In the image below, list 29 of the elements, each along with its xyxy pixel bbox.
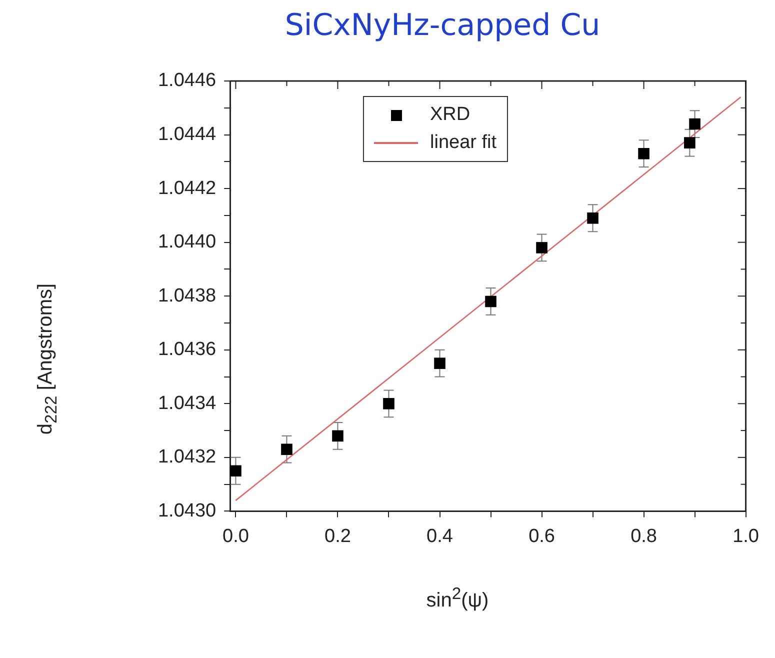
- y-tick-label: 1.0444: [158, 124, 217, 146]
- y-tick-label: 1.0438: [158, 285, 216, 306]
- point: [689, 118, 700, 130]
- y-tick-label: 1.0432: [158, 446, 216, 468]
- x-axis-title: sin$^{2}$(ψ): [425, 584, 490, 613]
- x-tick-label: 1.0: [732, 526, 760, 547]
- point: [638, 148, 650, 160]
- x-tick-label: 0.4: [426, 526, 454, 547]
- legend-label: XRD: [430, 103, 470, 127]
- y-tick-label: 1.0434: [158, 392, 217, 414]
- y-tick-label: 1.0436: [158, 339, 216, 360]
- chart-title: SiCxNyHz-capped Cu: [284, 8, 602, 45]
- point: [587, 212, 598, 224]
- x-tick-label: 0.8: [630, 526, 657, 547]
- point: [434, 358, 446, 369]
- legend-label: linear fit: [430, 131, 497, 155]
- point: [684, 137, 696, 148]
- y-tick-label: 1.0446: [158, 70, 216, 92]
- x-tick-label: 0.0: [222, 526, 249, 547]
- point: [383, 398, 394, 410]
- y-tick-label: 1.0442: [158, 178, 216, 199]
- point: [332, 430, 344, 442]
- point: [485, 296, 496, 308]
- y-tick-label: 1.0440: [158, 232, 216, 253]
- point: [281, 444, 292, 456]
- point: [536, 242, 548, 254]
- x-tick-label: 0.2: [324, 526, 351, 547]
- y-tick-label: 1.0430: [158, 500, 216, 522]
- x-tick-label: 0.6: [528, 526, 555, 547]
